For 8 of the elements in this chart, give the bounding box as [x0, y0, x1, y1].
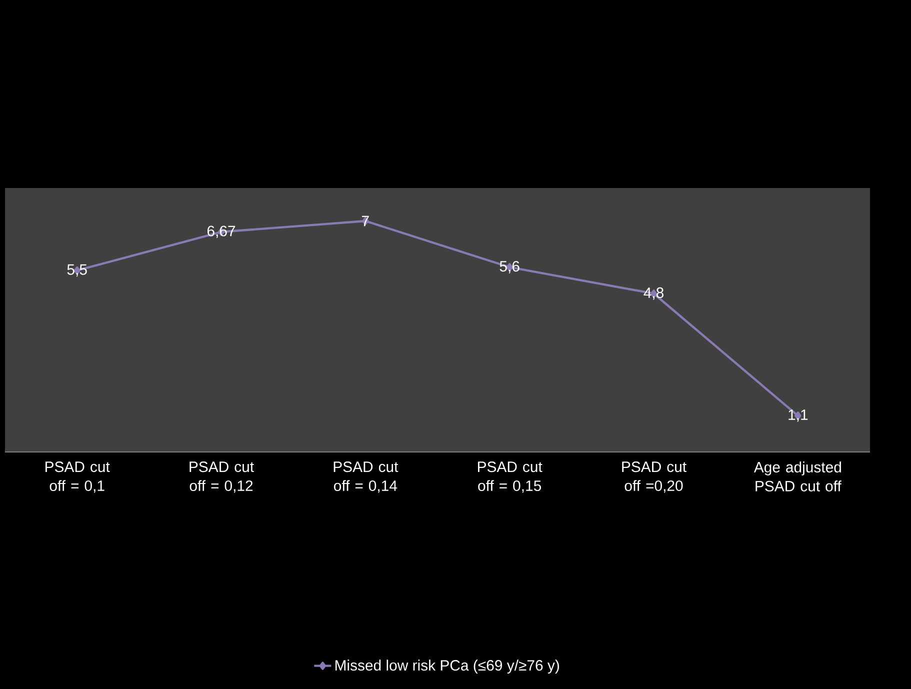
data-label: 7 [362, 216, 369, 226]
x-tick-label: Age adjusted PSAD cut off [754, 462, 842, 492]
x-tick-label: PSAD cut off = 0,15 [478, 462, 542, 493]
legend-label: Missed low risk PCa (≤69 y/≥76 y) [335, 660, 559, 674]
x-tick-label: PSAD cut off = 0,12 [190, 462, 254, 493]
x-tick-label: PSAD cut off =0,20 [622, 462, 686, 493]
x-tick-label: PSAD cut off = 0,1 [46, 462, 110, 493]
x-tick-label: PSAD cut off = 0,14 [334, 462, 398, 493]
